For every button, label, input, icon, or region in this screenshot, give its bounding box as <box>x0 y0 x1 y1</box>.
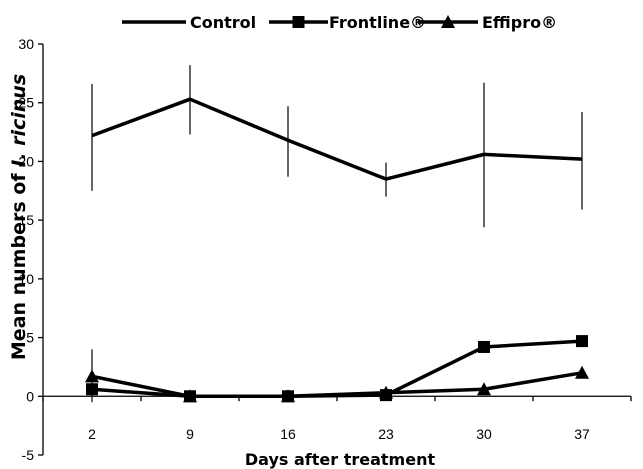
legend-label: Effipro® <box>482 13 557 32</box>
legend-label: Frontline® <box>329 13 426 32</box>
x-axis-title: Days after treatment <box>245 450 436 469</box>
y-tick-label: 30 <box>18 36 34 52</box>
legend-entry-frontline: Frontline® <box>269 13 426 32</box>
x-tick-label: 16 <box>280 426 296 442</box>
y-tick-label: -5 <box>22 447 35 463</box>
series-markers <box>85 335 589 403</box>
x-tick-label: 23 <box>378 426 394 442</box>
y-axis-title-prefix: Mean numbers of <box>8 167 30 360</box>
x-axis: 2 9 16 23 30 37 <box>42 395 632 442</box>
data-point-effipro <box>379 385 393 399</box>
data-point-effipro <box>477 382 491 396</box>
y-tick-label: 15 <box>18 212 34 228</box>
data-point-frontline <box>86 383 98 396</box>
x-tick-label: 9 <box>186 426 194 442</box>
x-tick-label: 37 <box>574 426 590 442</box>
legend-marker <box>292 16 305 28</box>
x-tick-label: 30 <box>476 426 492 442</box>
legend-entry-effipro: Effipro® <box>418 13 557 32</box>
y-axis-title-species: I. ricinus <box>8 74 30 167</box>
y-tick-label: 5 <box>26 330 34 346</box>
y-tick-label: 25 <box>18 95 34 111</box>
y-tick-label: 0 <box>26 388 34 404</box>
series-line-frontline <box>91 339 583 399</box>
data-point-effipro <box>85 369 99 383</box>
data-point-effipro <box>575 365 589 379</box>
error-bars <box>91 65 583 403</box>
y-axis-title: Mean numbers of I. ricinus <box>8 74 30 360</box>
data-point-frontline <box>478 340 490 353</box>
series-line-effipro <box>91 371 583 399</box>
x-tick-label: 2 <box>88 426 96 442</box>
legend-entry-control: Control <box>122 13 256 32</box>
legend-label: Control <box>190 13 256 32</box>
series-line-control <box>91 97 583 181</box>
y-tick-label: 20 <box>18 153 34 169</box>
legend-marker <box>441 15 455 28</box>
data-point-frontline <box>576 335 588 348</box>
y-axis: 30 25 20 15 10 5 0 -5 <box>18 36 44 463</box>
legend: Control Frontline® Effipro® <box>122 13 557 32</box>
data-point-effipro <box>183 389 197 403</box>
series-lines <box>91 97 583 399</box>
y-tick-label: 10 <box>18 271 34 287</box>
data-point-effipro <box>281 389 295 403</box>
